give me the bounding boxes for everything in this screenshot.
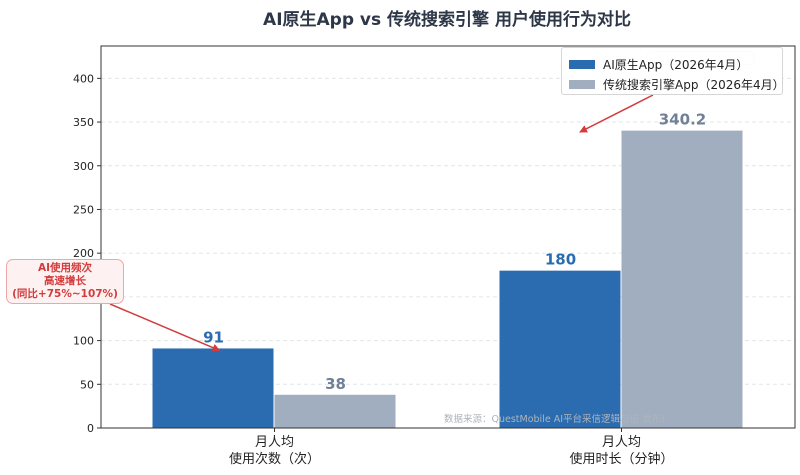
gridlines <box>101 77 795 385</box>
callout-line-3: (同比+75%~107%) <box>12 288 118 300</box>
legend: AI原生App（2026年4月） 传统搜索引擎App（2026年4月） <box>561 47 785 95</box>
y-tick-label: 100 <box>73 335 94 348</box>
data-labels: 91 38 180 340.2 <box>203 111 706 393</box>
data-label: 180 <box>545 251 576 269</box>
y-tick-label: 400 <box>73 72 94 85</box>
y-tick-label: 300 <box>73 160 94 173</box>
x-tick-label: 月人均 <box>602 435 641 450</box>
bar <box>621 130 743 428</box>
legend-swatch-search <box>569 80 595 89</box>
data-label: 91 <box>203 328 224 346</box>
legend-label-ai-native: AI原生App（2026年4月） <box>603 58 749 72</box>
callout-arrow <box>579 94 654 133</box>
x-tick-label: 使用时长（分钟） <box>569 451 673 467</box>
bar <box>152 348 274 428</box>
callout-arrow <box>109 303 221 352</box>
axes: 050100150200250300350400月人均使用次数（次）月人均使用时… <box>73 45 796 467</box>
legend-item-search: 传统搜索引擎App（2026年4月） <box>569 76 785 93</box>
annotation-arrows <box>109 94 654 352</box>
chart-title: AI原生App vs 传统搜索引擎 用户使用行为对比 <box>263 9 631 30</box>
callout-line-2: 高速增长 <box>44 275 86 287</box>
bar <box>274 394 396 428</box>
x-tick-label: 使用次数（次） <box>229 451 320 467</box>
growth-callout: AI使用频次 高速增长 (同比+75%~107%) <box>6 259 124 304</box>
bar <box>499 270 621 428</box>
y-tick-label: 50 <box>80 378 94 391</box>
y-tick-label: 0 <box>87 422 94 435</box>
legend-swatch-ai-native <box>569 60 595 69</box>
legend-label-search: 传统搜索引擎App（2026年4月） <box>603 78 785 92</box>
y-tick-label: 200 <box>73 247 94 260</box>
bars <box>152 130 743 428</box>
data-label: 340.2 <box>659 111 706 129</box>
x-tick-label: 月人均 <box>255 435 294 450</box>
data-label: 38 <box>325 375 346 393</box>
data-source-note: 数据来源：QuestMobile AI平台采信逻辑与信 发布) <box>444 414 665 425</box>
plot-frame <box>100 45 796 429</box>
y-tick-label: 250 <box>73 203 94 216</box>
legend-item-ai-native: AI原生App（2026年4月） <box>569 56 748 73</box>
callout-line-1: AI使用频次 <box>37 262 93 274</box>
y-tick-label: 350 <box>73 116 94 129</box>
